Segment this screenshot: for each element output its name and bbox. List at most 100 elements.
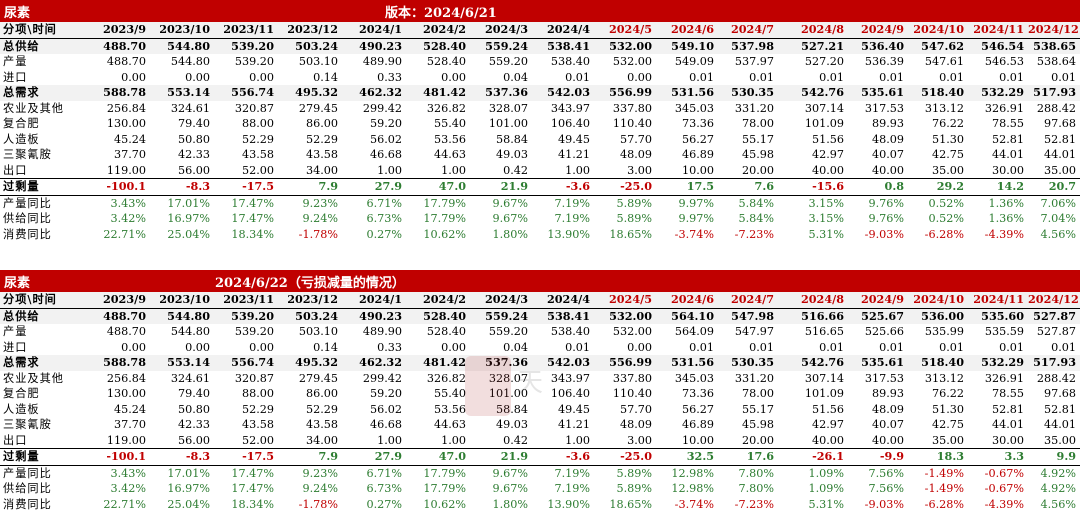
column-header: 2024/7 bbox=[730, 22, 774, 36]
table-cell: 256.84 bbox=[106, 101, 146, 115]
table-cell: 78.55 bbox=[991, 117, 1024, 130]
table-cell: -7.23% bbox=[734, 497, 774, 511]
table-cell: -1.49% bbox=[924, 466, 964, 480]
table-row: 总供给 488.70 544.80 539.20 503.24 490.23 528.40 5… bbox=[0, 38, 1080, 54]
row-label: 复合肥 bbox=[3, 387, 40, 400]
table-cell: 538.64 bbox=[1036, 55, 1076, 68]
row-label: 消费同比 bbox=[3, 227, 52, 241]
table-cell: 6.71% bbox=[366, 466, 402, 480]
table-cell: 544.80 bbox=[167, 308, 210, 323]
table-cell: 52.00 bbox=[241, 163, 274, 177]
table-cell: 57.70 bbox=[619, 132, 652, 146]
column-header: 2024/10 bbox=[913, 22, 964, 36]
column-header: 2024/6 bbox=[670, 22, 714, 36]
table-subtitle: 版本：2024/6/21 bbox=[385, 6, 497, 21]
table-cell: 88.00 bbox=[241, 387, 274, 400]
table-cell: -9.9 bbox=[879, 449, 904, 463]
table-cell: 5.89% bbox=[616, 466, 652, 480]
table-cell: 326.91 bbox=[984, 101, 1024, 115]
table-cell: 517.93 bbox=[1033, 85, 1076, 99]
table-cell: -8.3 bbox=[185, 449, 210, 463]
table-cell: 52.81 bbox=[991, 402, 1024, 416]
table-cell: 331.20 bbox=[734, 101, 774, 115]
table-cell: 16.97% bbox=[167, 482, 210, 495]
table-cell: 9.67% bbox=[492, 482, 528, 495]
table-cell: 9.97% bbox=[678, 196, 714, 210]
table-row: 出口 119.00 56.00 52.00 34.00 1.00 1.00 0.42 1.00 3… bbox=[0, 433, 1080, 449]
table-cell: 0.01 bbox=[1051, 340, 1076, 354]
table-cell: 1.00 bbox=[377, 433, 402, 447]
table-cell: 10.62% bbox=[423, 497, 466, 511]
table-cell: 546.54 bbox=[981, 38, 1024, 53]
table-cell: 536.39 bbox=[864, 55, 904, 68]
table-cell: 528.40 bbox=[426, 325, 466, 338]
table-cell: 41.21 bbox=[557, 148, 590, 161]
table-cell: 130.00 bbox=[106, 117, 146, 130]
table-cell: 525.66 bbox=[864, 325, 904, 338]
table-cell: 18.34% bbox=[231, 227, 274, 241]
table-cell: -15.6 bbox=[812, 179, 844, 193]
table-cell: 503.24 bbox=[295, 38, 338, 53]
table-cell: 10.00 bbox=[681, 163, 714, 177]
table-cell: 45.98 bbox=[741, 148, 774, 161]
table-cell: 47.0 bbox=[438, 179, 466, 193]
table-cell: -9.03% bbox=[864, 497, 904, 511]
table-cell: 556.99 bbox=[609, 85, 652, 99]
table-cell: 7.9 bbox=[318, 449, 338, 463]
row-label: 消费同比 bbox=[3, 497, 52, 511]
table-cell: -26.1 bbox=[812, 449, 844, 463]
table-cell: -100.1 bbox=[106, 179, 146, 193]
table-cell: 110.40 bbox=[612, 117, 652, 130]
table-cell: 55.40 bbox=[433, 117, 466, 130]
table-cell: 559.20 bbox=[488, 325, 528, 338]
table-cell: 40.00 bbox=[811, 163, 844, 177]
table-cell: 556.74 bbox=[231, 355, 274, 369]
table-cell: 0.01 bbox=[939, 70, 964, 84]
table-row: 三聚氰胺 37.70 42.33 43.58 43.58 46.68 44.63 49.03 4… bbox=[0, 147, 1080, 163]
table-cell: 51.30 bbox=[931, 402, 964, 416]
column-header: 2024/9 bbox=[860, 292, 904, 306]
table-cell: 528.40 bbox=[423, 308, 466, 323]
table-cell: 0.00 bbox=[441, 340, 466, 354]
table-cell: 516.65 bbox=[804, 325, 844, 338]
table-cell: 536.40 bbox=[861, 38, 904, 53]
table-cell: 17.79% bbox=[423, 212, 466, 225]
column-header: 2024/4 bbox=[546, 292, 590, 306]
table-cell: 317.53 bbox=[864, 101, 904, 115]
table-cell: 7.19% bbox=[554, 466, 590, 480]
table-cell: 517.93 bbox=[1033, 355, 1076, 369]
table-cell: 78.00 bbox=[741, 117, 774, 130]
column-header: 2024/11 bbox=[973, 22, 1024, 36]
table-cell: 56.00 bbox=[177, 433, 210, 447]
table-cell: 9.67% bbox=[492, 212, 528, 225]
table-cell: 1.80% bbox=[492, 227, 528, 241]
table-title: 尿素 bbox=[4, 276, 31, 291]
table-row: 供给同比 3.42% 16.97% 17.47% 9.24% 6.73% 17.79% 9.6… bbox=[0, 211, 1080, 227]
table-cell: 40.00 bbox=[871, 163, 904, 177]
table-cell: 101.00 bbox=[488, 117, 528, 130]
table-cell: 4.56% bbox=[1040, 497, 1076, 511]
table-cell: 4.92% bbox=[1040, 482, 1076, 495]
table-row: 人造板 45.24 50.80 52.29 52.29 56.02 53.56 58.84 49… bbox=[0, 132, 1080, 148]
table-cell: 86.00 bbox=[305, 117, 338, 130]
table-cell: 7.06% bbox=[1040, 196, 1076, 210]
table-cell: 35.00 bbox=[1043, 433, 1076, 447]
table-cell: -25.0 bbox=[620, 449, 652, 463]
table-cell: 52.00 bbox=[241, 433, 274, 447]
table-cell: 535.60 bbox=[981, 308, 1024, 323]
header-label: 分项\时间 bbox=[3, 22, 57, 36]
table-cell: 9.76% bbox=[868, 212, 904, 225]
table-cell: 53.56 bbox=[433, 132, 466, 146]
table-cell: 37.70 bbox=[113, 148, 146, 161]
table-cell: 547.97 bbox=[734, 325, 774, 338]
table-cell: 45.24 bbox=[113, 402, 146, 416]
column-header: 2024/8 bbox=[800, 22, 844, 36]
table-cell: 0.01 bbox=[819, 70, 844, 84]
table-title: 尿素 bbox=[4, 6, 31, 21]
table-cell: 530.35 bbox=[731, 85, 774, 99]
row-label: 出口 bbox=[3, 163, 28, 177]
column-header: 2024/3 bbox=[484, 292, 528, 306]
table-cell: 343.97 bbox=[550, 371, 590, 385]
table-cell: 527.21 bbox=[801, 38, 844, 53]
table-cell: 40.07 bbox=[871, 148, 904, 161]
